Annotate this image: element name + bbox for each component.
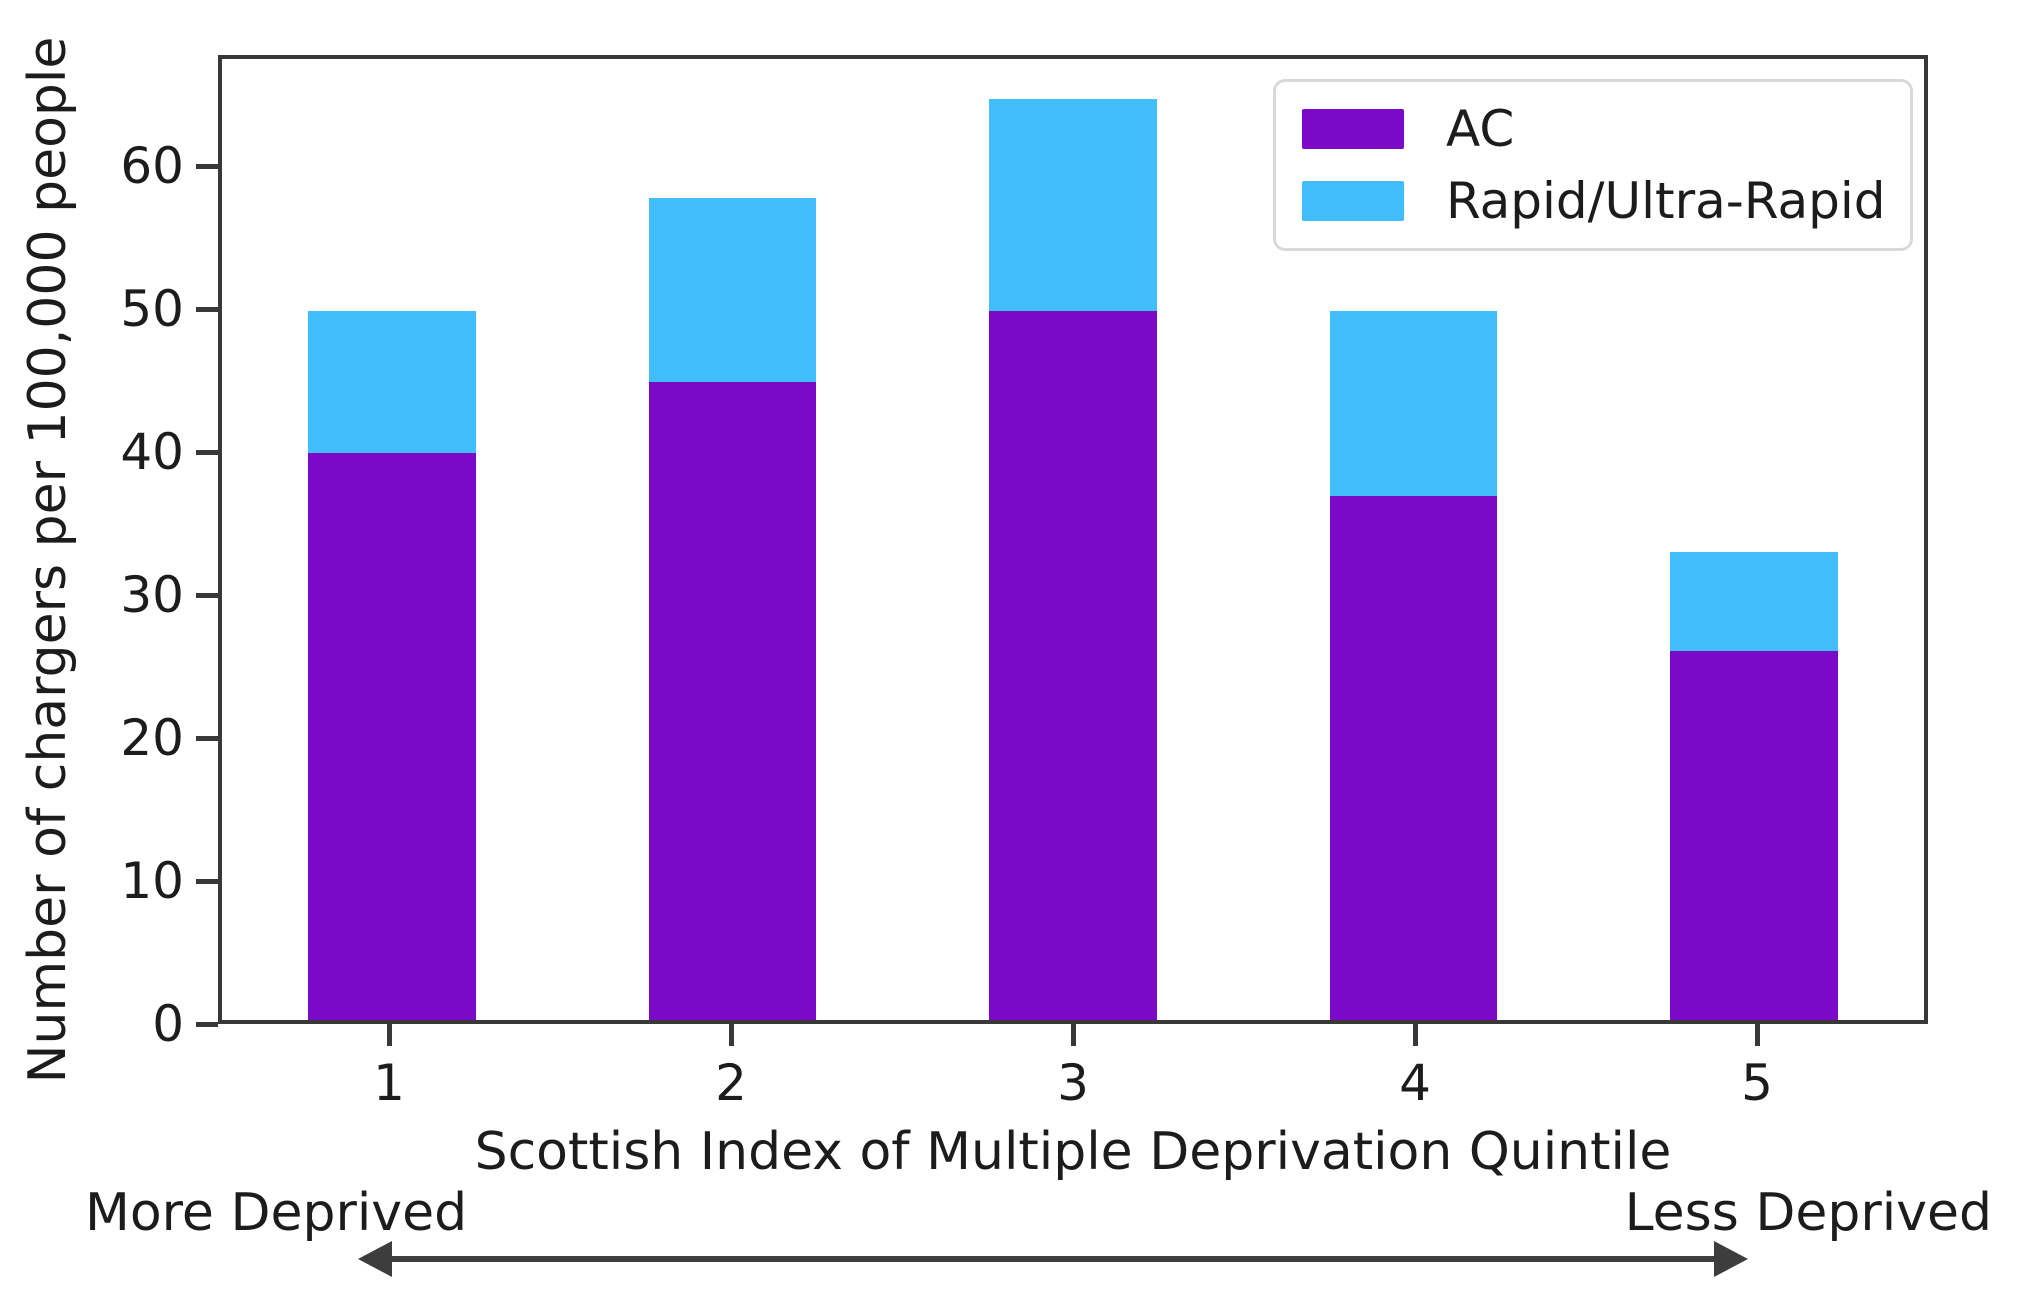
y-tick-mark-50 bbox=[196, 306, 218, 312]
stacked-bar-quintile-2 bbox=[648, 197, 817, 1020]
legend-swatch-ac bbox=[1302, 109, 1404, 149]
bar-segment-ac-quintile-3 bbox=[989, 311, 1157, 1020]
y-tick-label-50: 50 bbox=[120, 280, 184, 339]
y-tick-label-0: 0 bbox=[152, 995, 184, 1053]
bar-series-container bbox=[222, 59, 1924, 1020]
x-tick-label-2: 2 bbox=[715, 1054, 747, 1112]
arrow-left-head-icon bbox=[358, 1241, 392, 1277]
stacked-bar-quintile-1 bbox=[308, 311, 476, 1020]
y-tick-mark-0 bbox=[196, 1021, 218, 1027]
bar-slot-quintile-1 bbox=[222, 59, 562, 1020]
bar-slot-quintile-5 bbox=[1584, 59, 1924, 1020]
y-tick-label-40: 40 bbox=[120, 423, 184, 482]
bar-segment-rapid-quintile-2 bbox=[648, 197, 817, 383]
x-tick-mark-2 bbox=[728, 1024, 734, 1046]
bar-segment-ac-quintile-5 bbox=[1670, 651, 1838, 1020]
legend: AC Rapid/Ultra-Rapid bbox=[1273, 79, 1913, 251]
x-tick-label-5: 5 bbox=[1741, 1054, 1773, 1112]
x-tick-label-4: 4 bbox=[1399, 1054, 1431, 1112]
x-tick-mark-5 bbox=[1754, 1024, 1760, 1046]
x-tick-mark-1 bbox=[386, 1024, 392, 1046]
stacked-bar-quintile-3 bbox=[989, 98, 1157, 1020]
bar-segment-rapid-quintile-1 bbox=[308, 311, 476, 454]
x-tick-mark-4 bbox=[1412, 1024, 1418, 1046]
bar-segment-rapid-quintile-4 bbox=[1329, 311, 1498, 496]
y-tick-mark-40 bbox=[196, 449, 218, 455]
x-tick-label-1: 1 bbox=[373, 1054, 405, 1112]
y-tick-label-10: 10 bbox=[120, 852, 184, 911]
y-tick-label-60: 60 bbox=[120, 137, 184, 196]
y-tick-mark-10 bbox=[196, 878, 218, 884]
y-tick-mark-60 bbox=[196, 163, 218, 169]
y-tick-mark-20 bbox=[196, 735, 218, 741]
legend-label-rapid: Rapid/Ultra-Rapid bbox=[1446, 172, 1886, 230]
y-tick-label-30: 30 bbox=[120, 566, 184, 625]
annotation-less-deprived: Less Deprived bbox=[1624, 1183, 1992, 1243]
bar-segment-rapid-quintile-5 bbox=[1670, 552, 1838, 652]
bar-segment-ac-quintile-1 bbox=[308, 453, 476, 1020]
x-axis-title: Scottish Index of Multiple Deprivation Q… bbox=[474, 1122, 1672, 1182]
legend-item-ac: AC bbox=[1302, 104, 1910, 154]
arrow-right-head-icon bbox=[1714, 1241, 1748, 1277]
x-tick-label-3: 3 bbox=[1057, 1054, 1089, 1112]
y-tick-label-20: 20 bbox=[120, 709, 184, 768]
deprivation-axis-arrow bbox=[388, 1256, 1718, 1262]
bar-slot-quintile-2 bbox=[562, 59, 902, 1020]
bar-segment-ac-quintile-4 bbox=[1329, 495, 1498, 1020]
legend-swatch-rapid bbox=[1302, 181, 1404, 221]
legend-item-rapid: Rapid/Ultra-Rapid bbox=[1302, 176, 1910, 226]
bar-segment-rapid-quintile-3 bbox=[989, 98, 1157, 312]
stacked-bar-quintile-4 bbox=[1329, 311, 1498, 1020]
x-tick-mark-3 bbox=[1070, 1024, 1076, 1046]
legend-label-ac: AC bbox=[1446, 100, 1515, 158]
annotation-more-deprived: More Deprived bbox=[85, 1183, 468, 1243]
bar-slot-quintile-3 bbox=[903, 59, 1243, 1020]
bar-segment-ac-quintile-2 bbox=[648, 382, 817, 1020]
y-axis-title: Number of chargers per 100,000 people bbox=[18, 36, 78, 1084]
y-tick-mark-30 bbox=[196, 592, 218, 598]
stacked-bar-quintile-5 bbox=[1670, 552, 1838, 1020]
bar-slot-quintile-4 bbox=[1243, 59, 1583, 1020]
